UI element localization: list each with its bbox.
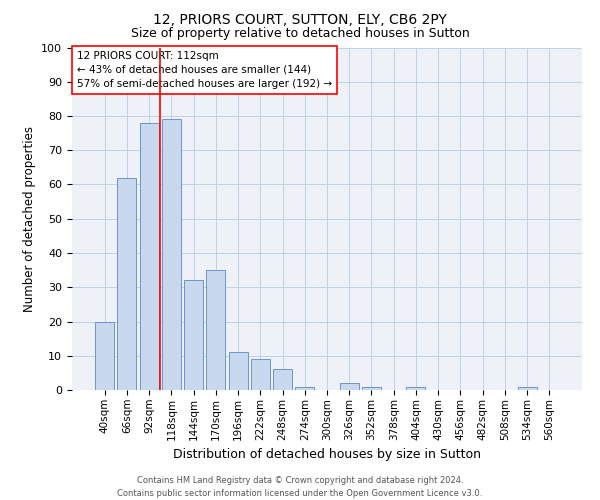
Bar — [295, 386, 314, 390]
Bar — [251, 359, 270, 390]
Bar — [362, 386, 381, 390]
Bar — [340, 383, 359, 390]
Bar — [518, 386, 536, 390]
X-axis label: Distribution of detached houses by size in Sutton: Distribution of detached houses by size … — [173, 448, 481, 461]
Bar — [229, 352, 248, 390]
Bar — [162, 120, 181, 390]
Text: Contains HM Land Registry data © Crown copyright and database right 2024.
Contai: Contains HM Land Registry data © Crown c… — [118, 476, 482, 498]
Bar — [273, 370, 292, 390]
Text: 12 PRIORS COURT: 112sqm
← 43% of detached houses are smaller (144)
57% of semi-d: 12 PRIORS COURT: 112sqm ← 43% of detache… — [77, 51, 332, 89]
Bar — [140, 123, 158, 390]
Text: Size of property relative to detached houses in Sutton: Size of property relative to detached ho… — [131, 28, 469, 40]
Bar — [184, 280, 203, 390]
Bar — [95, 322, 114, 390]
Y-axis label: Number of detached properties: Number of detached properties — [23, 126, 36, 312]
Bar — [118, 178, 136, 390]
Text: 12, PRIORS COURT, SUTTON, ELY, CB6 2PY: 12, PRIORS COURT, SUTTON, ELY, CB6 2PY — [153, 12, 447, 26]
Bar — [206, 270, 225, 390]
Bar — [406, 386, 425, 390]
